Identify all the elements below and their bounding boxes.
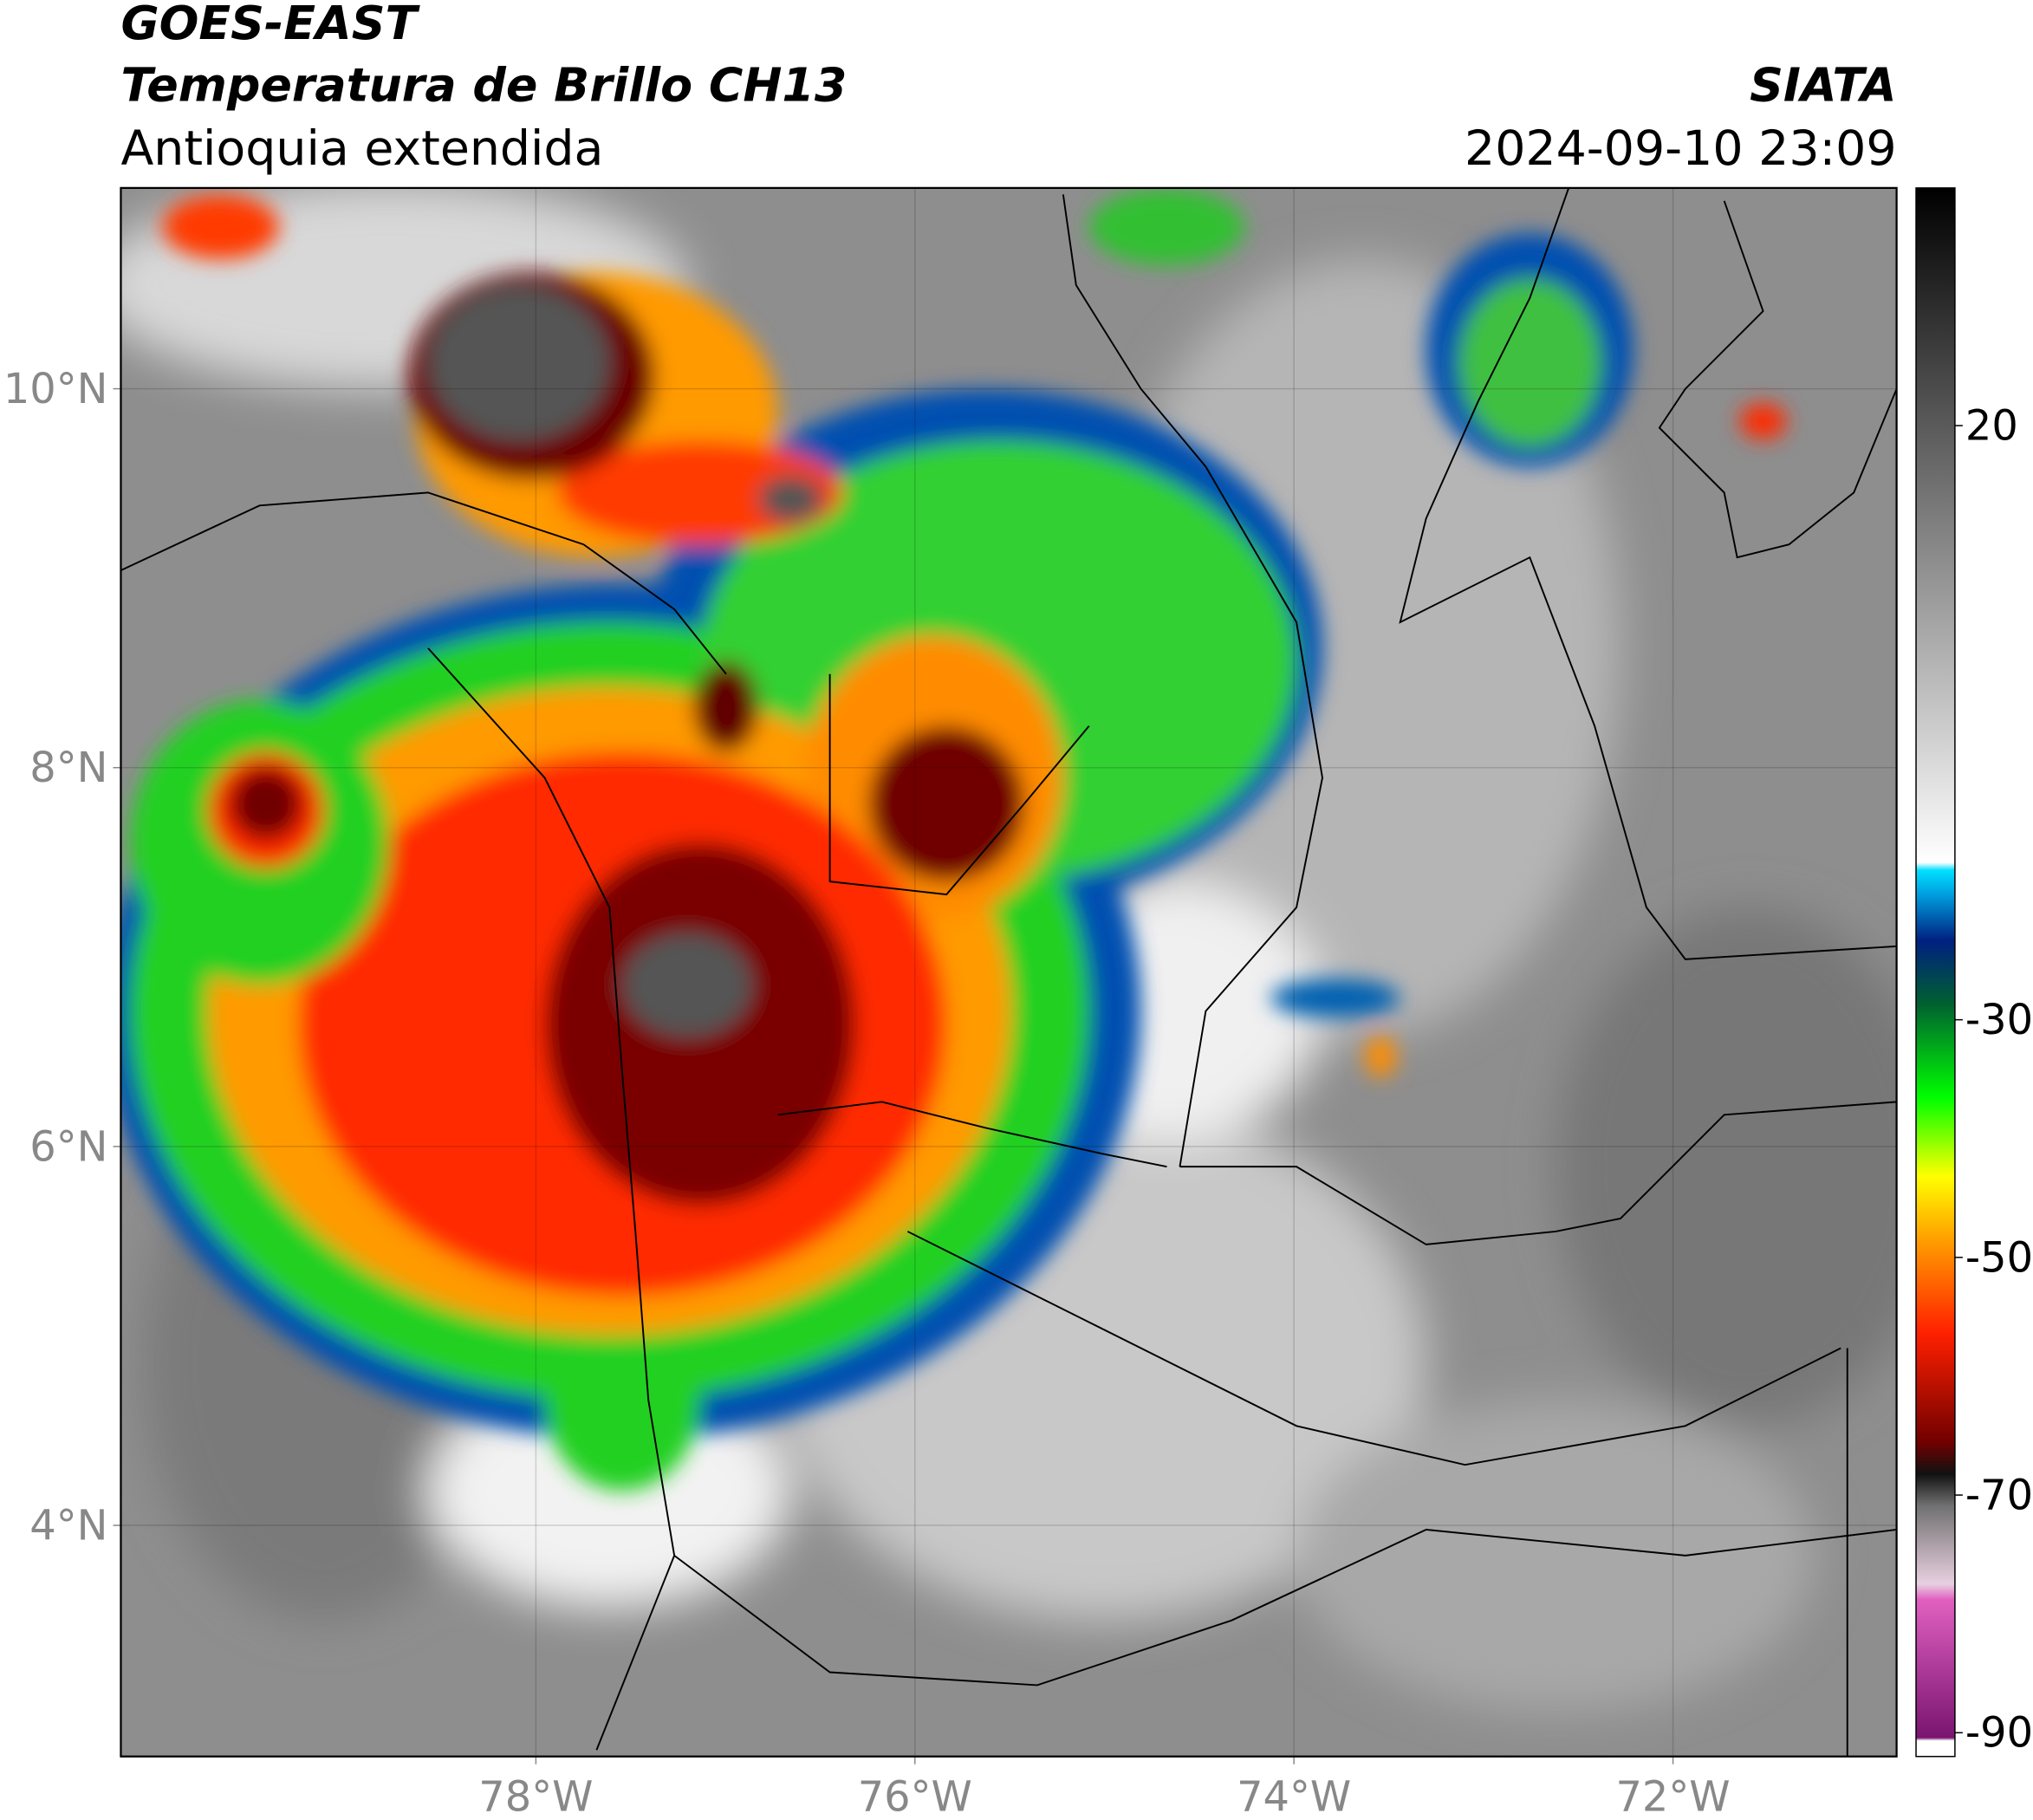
x-tick-label: 72°W bbox=[1615, 1774, 1730, 1820]
y-tick-label: 6°N bbox=[29, 1123, 107, 1171]
x-tick-label: 74°W bbox=[1237, 1774, 1351, 1820]
y-tick-label: 10°N bbox=[3, 366, 108, 413]
subtitle: Temperatura de Brillo CH13 bbox=[120, 58, 847, 113]
source: SIATA bbox=[1750, 58, 1897, 113]
colorbar-tick-label: -50 bbox=[1965, 1234, 2033, 1282]
datetime: 2024-09-10 23:09 bbox=[1465, 121, 1897, 177]
borders bbox=[120, 187, 1897, 1757]
colorbar-tick-label: -70 bbox=[1965, 1472, 2033, 1520]
map-frame bbox=[120, 186, 1898, 1758]
satellite-image bbox=[120, 187, 1897, 1757]
colorbar-tick-label: 20 bbox=[1965, 403, 2018, 451]
title: GOES-EAST bbox=[120, 0, 420, 50]
colorbar-tick-label: -30 bbox=[1965, 997, 2033, 1044]
colorbar bbox=[1915, 187, 1956, 1758]
colorbar-tick-label: -90 bbox=[1965, 1710, 2033, 1758]
region: Antioquia extendida bbox=[120, 121, 603, 177]
y-tick-label: 8°N bbox=[29, 744, 107, 792]
y-tick-label: 4°N bbox=[29, 1502, 107, 1550]
x-tick-label: 76°W bbox=[858, 1774, 972, 1820]
x-tick-label: 78°W bbox=[478, 1774, 593, 1820]
